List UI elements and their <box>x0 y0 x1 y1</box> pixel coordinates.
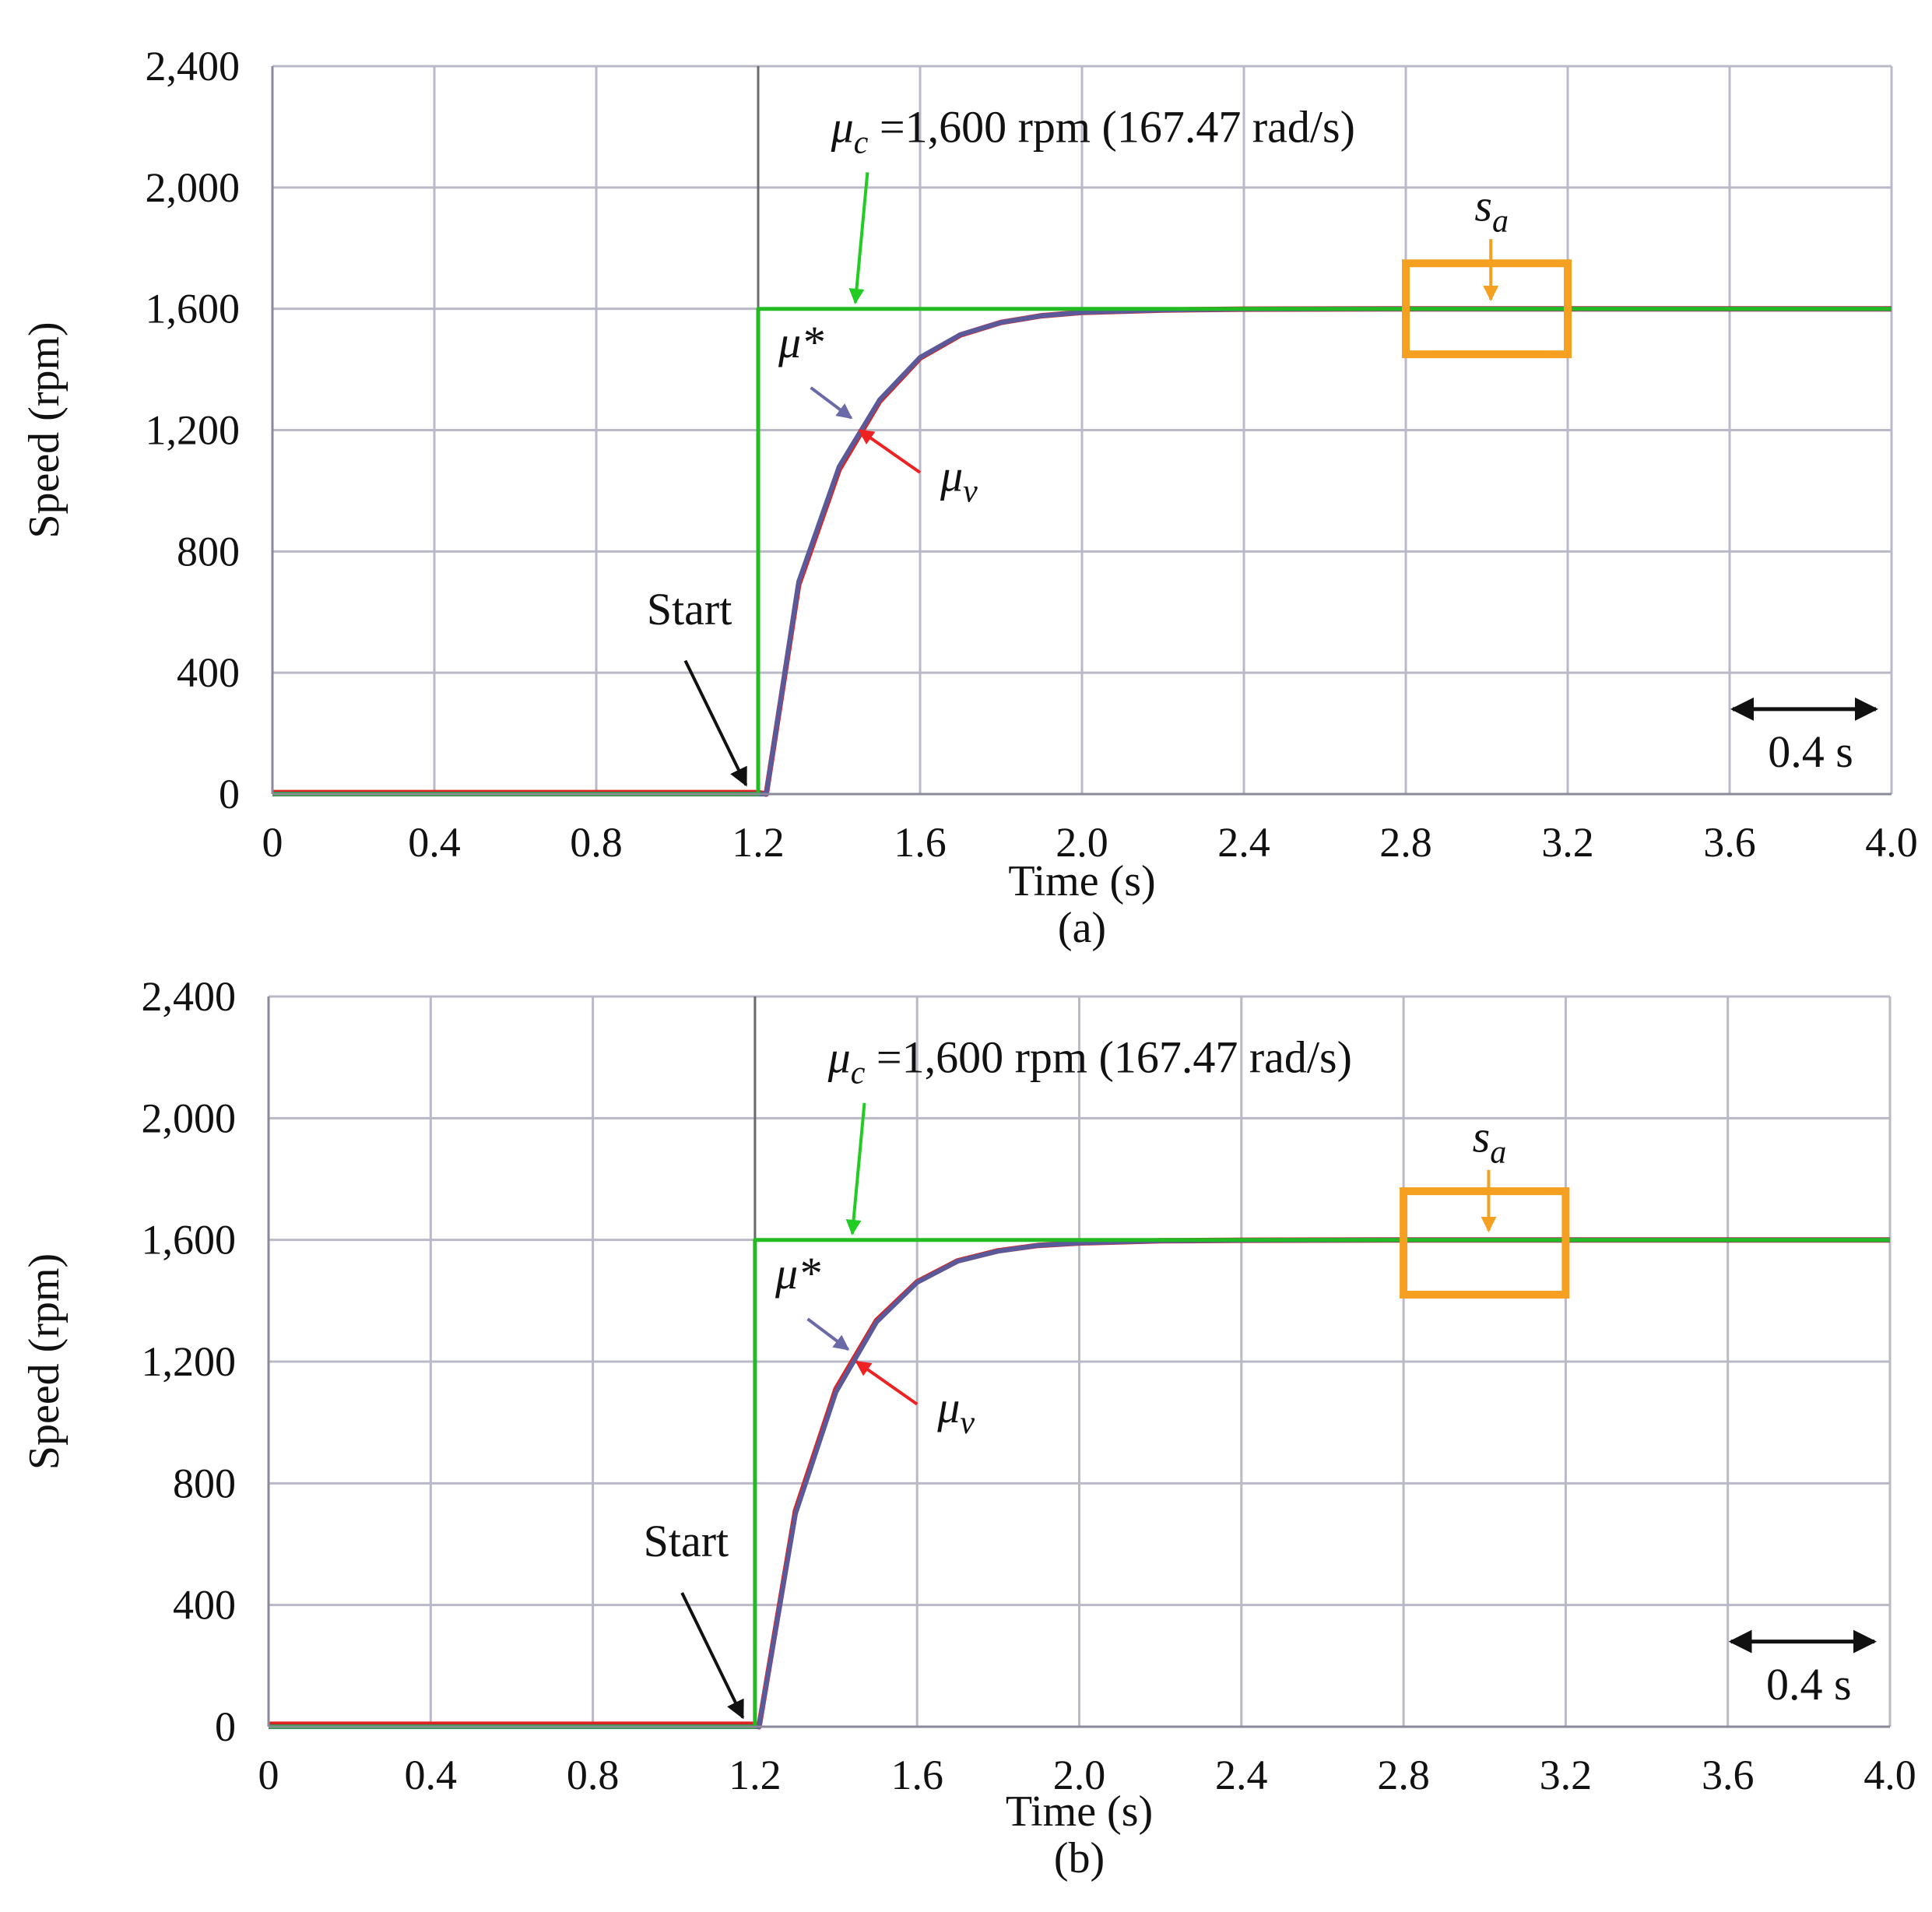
mu-v-arrow <box>855 1360 919 1406</box>
x-tick-label: 0.4 <box>405 1752 458 1798</box>
y-tick-label: 1,200 <box>146 407 241 454</box>
mu-star-label: μ* <box>775 1248 820 1299</box>
x-tick-label: 4.0 <box>1865 819 1918 866</box>
chart-panel-a: 0 0.4 0.8 1.2 1.6 2.0 2.4 2.8 3.2 3.6 4.0 0 400 800 1,… <box>20 43 1918 952</box>
y-tick-label: 400 <box>173 1582 236 1629</box>
sa-highlight-box <box>1402 259 1572 359</box>
y-tick-label: 2,400 <box>142 973 237 1020</box>
x-tick-label: 2.0 <box>1053 1752 1106 1798</box>
y-tick-label: 2,400 <box>146 43 241 90</box>
x-tick-label: 0 <box>262 819 283 866</box>
setpoint-arrow <box>845 1102 866 1235</box>
x-tick-label: 1.6 <box>894 819 947 866</box>
x-tick-label: 1.2 <box>732 819 785 866</box>
x-tick-label: 3.6 <box>1702 1752 1755 1798</box>
x-tick-label: 0 <box>258 1752 279 1798</box>
scale-bar-label: 0.4 s <box>1768 726 1853 777</box>
mu-star-arrow <box>810 386 853 420</box>
x-tick-label: 0.8 <box>570 819 623 866</box>
x-tick-label: 2.4 <box>1217 819 1270 866</box>
start-arrow <box>683 659 748 787</box>
scale-bar-label: 0.4 s <box>1766 1659 1852 1710</box>
sa-highlight-box <box>1400 1187 1570 1299</box>
x-tick-label: 3.2 <box>1541 819 1594 866</box>
x-tick-label: 2.8 <box>1377 1752 1430 1798</box>
y-tick-label: 1,200 <box>142 1338 237 1385</box>
start-arrow <box>680 1592 745 1720</box>
x-tick-label: 3.6 <box>1703 819 1756 866</box>
y-tick-label: 1,600 <box>142 1217 237 1264</box>
x-tick-label: 2.8 <box>1379 819 1432 866</box>
x-tick-label: 4.0 <box>1864 1752 1916 1798</box>
chart-panel-b: 0 0.4 0.8 1.2 1.6 2.0 2.4 2.8 3.2 3.6 4.0 0 400 800 1,… <box>20 973 1916 1882</box>
setpoint-annotation: μc =1,600 rpm (167.47 rad/s) <box>831 101 1355 160</box>
y-tick-label: 0 <box>215 1703 236 1750</box>
y-tick-label: 800 <box>173 1460 236 1506</box>
start-label: Start <box>644 1516 729 1566</box>
y-tick-label: 400 <box>177 649 240 696</box>
setpoint-arrow <box>848 172 869 304</box>
y-tick-label: 2,000 <box>142 1095 237 1141</box>
panel-label: (b) <box>1054 1834 1105 1882</box>
mu-v-label: μv <box>936 1382 975 1441</box>
x-tick-label: 2.4 <box>1215 1752 1268 1798</box>
y-axis-title: Speed (rpm) <box>20 1253 68 1470</box>
start-label: Start <box>647 584 732 634</box>
sa-label: sa <box>1473 1111 1507 1170</box>
y-tick-label: 800 <box>177 528 240 575</box>
mu-star-arrow <box>806 1317 850 1351</box>
y-axis-title: Speed (rpm) <box>20 322 68 538</box>
mu-star-label: μ* <box>778 317 824 367</box>
x-tick-label: 0.4 <box>408 819 461 866</box>
x-tick-label: 0.8 <box>567 1752 620 1798</box>
y-tick-label: 1,600 <box>146 286 241 332</box>
x-axis-title: Time (s) <box>1006 1787 1153 1836</box>
setpoint-annotation: μc =1,600 rpm (167.47 rad/s) <box>827 1032 1352 1091</box>
y-tick-label: 0 <box>219 771 240 817</box>
x-tick-label: 3.2 <box>1540 1752 1593 1798</box>
y-tick-label: 2,000 <box>146 164 241 211</box>
x-tick-label: 2.0 <box>1056 819 1108 866</box>
mu-v-label: μv <box>940 450 978 509</box>
x-tick-label: 1.2 <box>729 1752 782 1798</box>
panel-label: (a) <box>1058 904 1106 952</box>
x-axis-title: Time (s) <box>1008 857 1155 905</box>
sa-label: sa <box>1474 181 1509 240</box>
mu-v-arrow <box>858 428 922 474</box>
x-tick-label: 1.6 <box>890 1752 943 1798</box>
